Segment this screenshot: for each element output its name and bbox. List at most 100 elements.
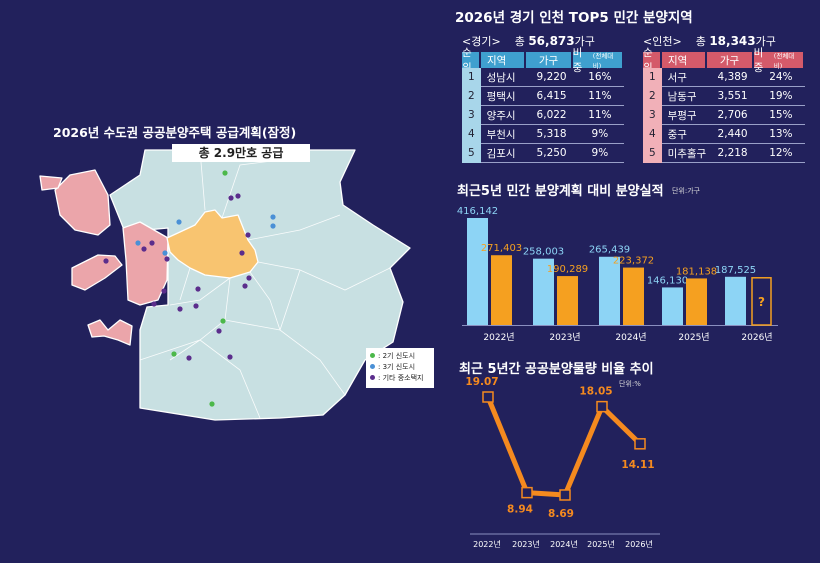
table-row: 3 부평구 2,706 15% (643, 105, 805, 125)
cell: 평택시 (486, 90, 516, 103)
site-marker (193, 303, 199, 309)
site-marker (245, 232, 251, 238)
share-note: (전체대비) (592, 52, 620, 70)
cell: 13% (769, 128, 793, 140)
cell: 12% (769, 147, 793, 159)
table-row: 4 중구 2,440 13% (643, 124, 805, 144)
cell: 미추홀구 (667, 147, 707, 160)
share-note: (전체대비) (773, 52, 801, 70)
site-marker (195, 286, 201, 292)
bar-분양실적 (491, 255, 512, 325)
x-tick-label: 2023년 (549, 332, 580, 343)
line-chart-title: 최근 5년간 공공분양물량 비율 추이 (459, 362, 654, 377)
gyeonggi-label: <경기> (462, 35, 501, 48)
table-header: 순위지역가구비중(전체대비) (643, 47, 805, 74)
total-prefix: 총 (514, 35, 529, 48)
cell: 2 (643, 86, 662, 106)
incheon-total: 18,343 (709, 34, 756, 48)
supply-banner-bg (172, 144, 310, 162)
legend-item: : 3기 신도시 (370, 362, 430, 373)
site-marker (135, 240, 141, 246)
bar-label: 146,130 (647, 275, 688, 286)
bar-label: 271,403 (481, 243, 522, 254)
bar-chart: 416,142 271,403 2022년 258,003 190,289 2023년 26… (457, 206, 778, 343)
header-share: 비중 (전체대비) (572, 47, 622, 74)
bar-label: 181,138 (676, 266, 717, 277)
x-tick-label: 2025년 (678, 332, 709, 343)
cell: 김포시 (486, 147, 516, 160)
cell: 양주시 (486, 109, 516, 122)
cell: 9,220 (536, 71, 567, 83)
x-tick-label: 2026년 (625, 539, 653, 549)
incheon-label: <인천> (643, 35, 682, 48)
cell: 4 (462, 124, 481, 144)
bar-label: 258,003 (523, 247, 564, 258)
site-marker (246, 275, 252, 281)
legend-item: : 기타 중소택지 (370, 373, 430, 384)
gyeonggi-summary: <경기> 총 56,873가구 (462, 33, 595, 49)
site-marker (239, 250, 245, 256)
bar-분양실적 (686, 278, 707, 325)
table-row: 2 남동구 3,551 19% (643, 86, 805, 106)
site-marker (222, 170, 228, 176)
share-label: 비중 (753, 47, 772, 74)
site-marker (242, 283, 248, 289)
bar-분양실적 (623, 267, 644, 325)
table-row: 5 미추홀구 2,218 12% (643, 143, 805, 163)
incheon-table: 순위지역가구비중(전체대비)1서구4,38924%2남동구3,55119%3부평… (643, 47, 805, 163)
ganghwa-island (54, 169, 111, 236)
table-row: 4 부천시 5,318 9% (462, 124, 624, 144)
site-marker (177, 306, 183, 312)
site-marker (161, 288, 167, 294)
site-marker (141, 246, 147, 252)
bar-분양실적 (557, 276, 578, 325)
line-chart-unit: 단위:% (619, 380, 641, 388)
header-region: 지역 (481, 52, 525, 68)
bar-chart-unit: 단위:가구 (672, 187, 701, 195)
line-chart: 19.07 2022년 8.94 2023년 8.69 2024년 18.05 2025년 14… (465, 376, 660, 549)
header-share: 비중 (전체대비) (753, 47, 803, 74)
data-label: 8.69 (548, 508, 574, 520)
incheon-summary: <인천> 총 18,343가구 (643, 33, 776, 49)
site-marker (228, 195, 234, 201)
cell: 3,551 (717, 90, 748, 102)
top5-title: 2026년 경기 인천 TOP5 민간 분양지역 (455, 10, 693, 26)
site-marker (209, 401, 215, 407)
site-marker (235, 193, 241, 199)
legend-label: : 기타 중소택지 (378, 374, 424, 382)
data-point (482, 391, 494, 403)
header-rank: 순위 (462, 47, 480, 74)
legend-label: : 2기 신도시 (378, 352, 416, 360)
site-marker (186, 355, 192, 361)
cell: 15% (769, 109, 793, 121)
seoul-region (166, 209, 259, 279)
header-region: 지역 (662, 52, 706, 68)
bar-chart-title: 최근5년 민간 분양계획 대비 분양실적 (457, 184, 664, 199)
cell: 11% (588, 90, 612, 102)
incheon-region (122, 221, 169, 306)
legend-dot-icon (370, 353, 375, 358)
site-marker (162, 250, 168, 256)
site-marker (220, 318, 226, 324)
data-point (559, 489, 571, 501)
total-prefix: 총 (695, 35, 710, 48)
cell: 중구 (667, 128, 687, 141)
line-series (485, 396, 642, 498)
data-point (596, 400, 608, 413)
cell: 5,250 (536, 147, 567, 159)
x-tick-label: 2024년 (615, 332, 646, 343)
cell: 남동구 (667, 90, 697, 103)
bar-label: 265,439 (589, 245, 630, 256)
bar-분양계획 (725, 276, 746, 325)
cell: 3 (462, 105, 481, 125)
site-marker (151, 301, 157, 307)
bar-분양계획 (599, 256, 620, 325)
site-marker (164, 256, 170, 262)
map-legend: : 2기 신도시 : 3기 신도시: 기타 중소택지 (366, 348, 434, 388)
cell: 5 (462, 143, 481, 163)
table-header: 순위지역가구비중(전체대비) (462, 47, 624, 74)
cell: 16% (588, 71, 612, 83)
cell: 부평구 (667, 109, 697, 122)
header-households: 가구 (526, 52, 571, 68)
table-row: 1 성남시 9,220 16% (462, 67, 624, 87)
